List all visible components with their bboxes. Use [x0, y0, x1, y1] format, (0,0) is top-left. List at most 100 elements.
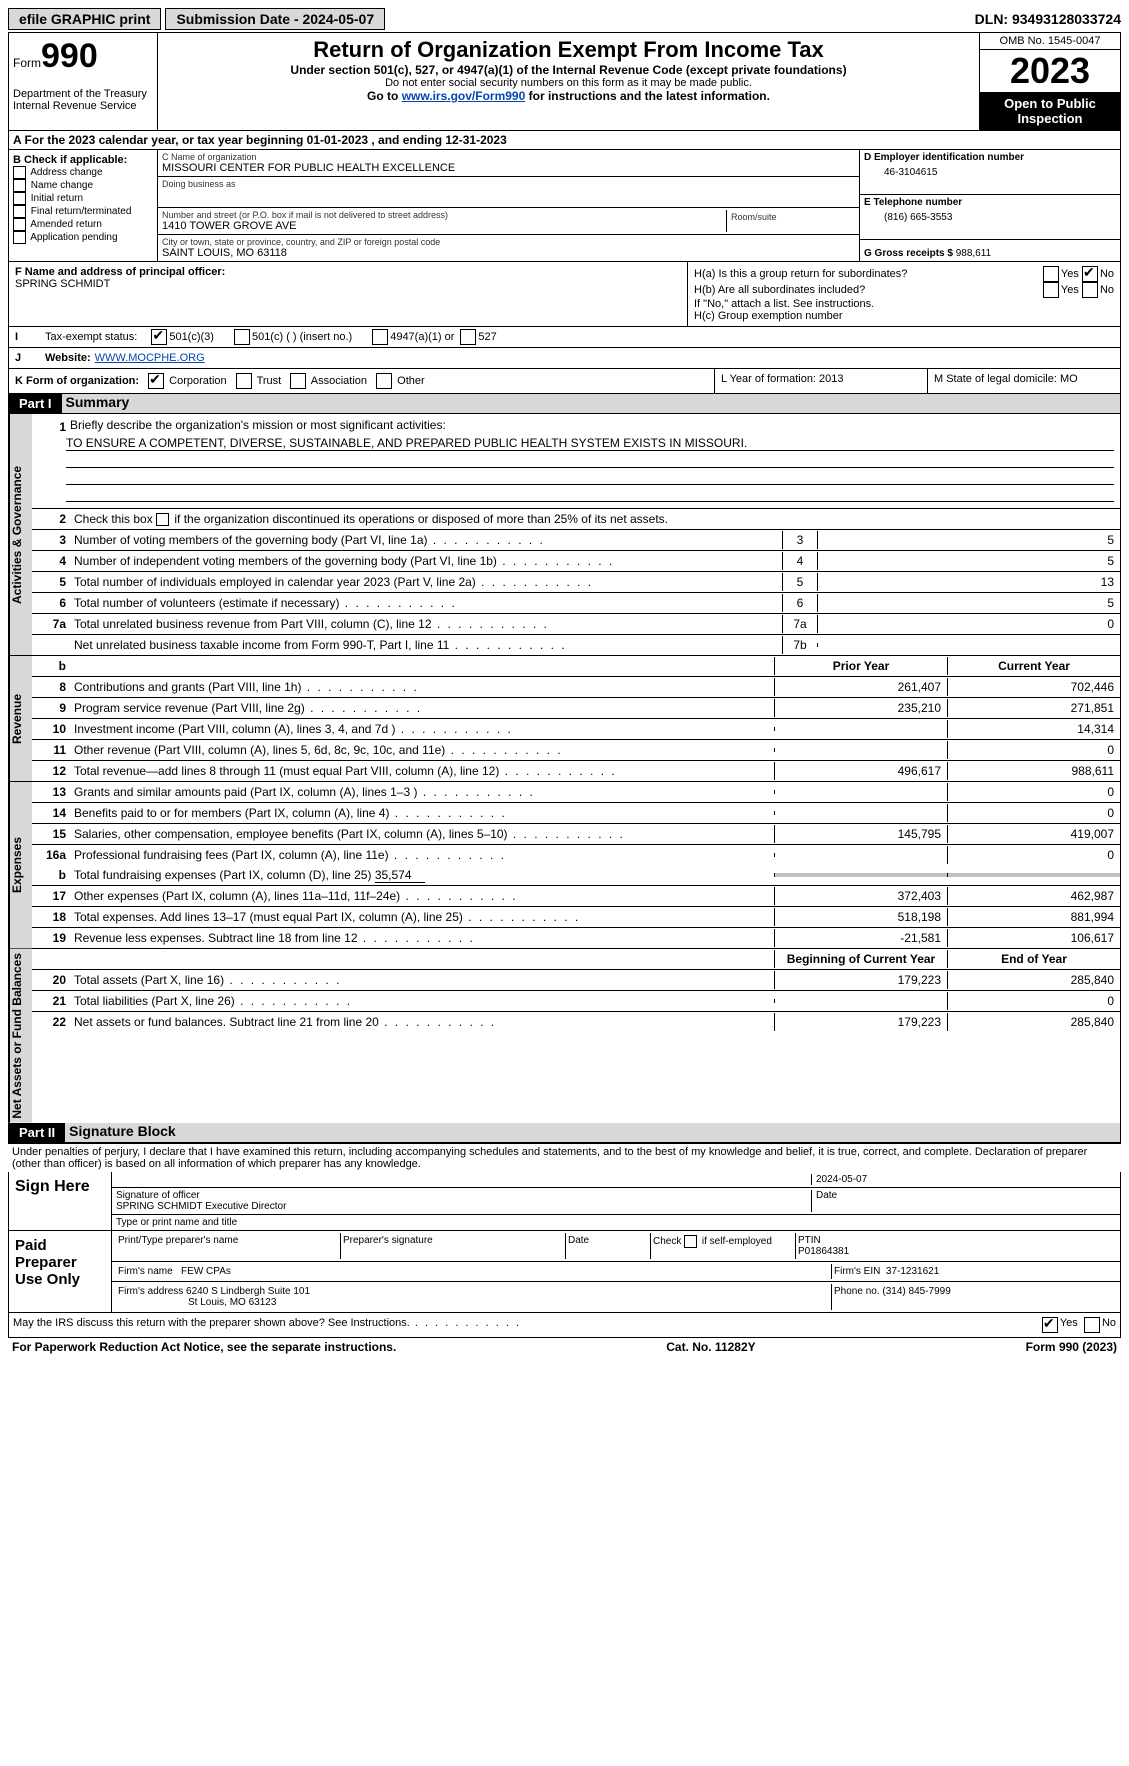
- efile-print-button[interactable]: efile GRAPHIC print: [8, 8, 161, 30]
- h-b-label: H(b) Are all subordinates included?: [694, 284, 1043, 296]
- cb-4947[interactable]: [372, 329, 388, 345]
- line-desc: Net assets or fund balances. Subtract li…: [70, 1013, 774, 1031]
- dept-label: Department of the Treasury Internal Reve…: [13, 88, 153, 112]
- firm-ein-label: Firm's EIN: [834, 1266, 880, 1277]
- row-K-lbl: K Form of organization:: [15, 375, 139, 387]
- line-num: 22: [32, 1013, 70, 1031]
- cb-hb-yes[interactable]: [1043, 282, 1059, 298]
- goto-line: Go to www.irs.gov/Form990 for instructio…: [162, 89, 975, 103]
- website-link[interactable]: WWW.MOCPHE.ORG: [95, 352, 205, 364]
- omb-number: OMB No. 1545-0047: [980, 33, 1120, 50]
- summary-line: 12Total revenue—add lines 8 through 11 (…: [32, 761, 1120, 781]
- officer-sig-name: SPRING SCHMIDT Executive Director: [116, 1201, 811, 1212]
- row-J: J Website: WWW.MOCPHE.ORG: [9, 348, 1120, 369]
- line-val: 0: [817, 615, 1120, 633]
- cb-amended-return[interactable]: [13, 218, 26, 231]
- cb-initial-return[interactable]: [13, 192, 26, 205]
- line-num: 20: [32, 971, 70, 989]
- line-val: 5: [817, 531, 1120, 549]
- line-current: 702,446: [947, 678, 1120, 696]
- lbl-discuss-no: No: [1102, 1317, 1116, 1333]
- goto-link[interactable]: www.irs.gov/Form990: [402, 89, 526, 103]
- line16b-curr: [947, 873, 1120, 877]
- lbl-trust: Trust: [257, 375, 282, 387]
- line16b-prior: [774, 873, 947, 877]
- section-expenses: Expenses 13Grants and similar amounts pa…: [9, 782, 1120, 949]
- city-value: SAINT LOUIS, MO 63118: [162, 247, 855, 259]
- lbl-assoc: Association: [311, 375, 367, 387]
- cb-application-pending[interactable]: [13, 231, 26, 244]
- firm-name-label: Firm's name: [118, 1266, 173, 1277]
- cb-corp[interactable]: [148, 373, 164, 389]
- footer: For Paperwork Reduction Act Notice, see …: [8, 1338, 1121, 1356]
- line-desc: Other expenses (Part IX, column (A), lin…: [70, 887, 774, 905]
- section-governance: Activities & Governance 1Briefly describ…: [9, 414, 1120, 656]
- cb-hb-no[interactable]: [1082, 282, 1098, 298]
- line-current: 271,851: [947, 699, 1120, 717]
- col-prior-year: Prior Year: [774, 657, 947, 675]
- col-begin-year: Beginning of Current Year: [774, 950, 947, 968]
- paid-preparer-label: Paid Preparer Use Only: [9, 1231, 112, 1312]
- part2-hdr: Part II: [9, 1123, 65, 1142]
- block-identity: B Check if applicable: Address change Na…: [9, 150, 1120, 262]
- form-990: Form990 Department of the Treasury Inter…: [8, 32, 1121, 1144]
- summary-line: 10Investment income (Part VIII, column (…: [32, 719, 1120, 740]
- cb-discuss-no[interactable]: [1084, 1317, 1100, 1333]
- vert-net-assets: Net Assets or Fund Balances: [9, 949, 32, 1123]
- line-num: 8: [32, 678, 70, 696]
- cb-ha-no[interactable]: [1082, 266, 1098, 282]
- firm-addr-label: Firm's address: [118, 1286, 183, 1297]
- lbl-501c: 501(c) ( ) (insert no.): [252, 331, 352, 343]
- cb-other[interactable]: [376, 373, 392, 389]
- line1-num: 1: [32, 418, 70, 436]
- cb-501c[interactable]: [234, 329, 250, 345]
- cb-assoc[interactable]: [290, 373, 306, 389]
- line-current: 14,314: [947, 720, 1120, 738]
- summary-line: 14Benefits paid to or for members (Part …: [32, 803, 1120, 824]
- line1-blank2: [66, 470, 1114, 485]
- cb-ha-yes[interactable]: [1043, 266, 1059, 282]
- prep-name-label: Print/Type preparer's name: [118, 1235, 338, 1246]
- line-num: 3: [32, 531, 70, 549]
- line-desc: Total unrelated business revenue from Pa…: [70, 615, 782, 633]
- part1-hdr: Part I: [9, 394, 62, 413]
- line-desc: Program service revenue (Part VIII, line…: [70, 699, 774, 717]
- footer-form: Form 990 (2023): [1026, 1340, 1117, 1354]
- vert-governance: Activities & Governance: [9, 414, 32, 655]
- summary-line: 17Other expenses (Part IX, column (A), l…: [32, 886, 1120, 907]
- summary-line: 22Net assets or fund balances. Subtract …: [32, 1012, 1120, 1032]
- cb-name-change[interactable]: [13, 179, 26, 192]
- line-prior: [774, 999, 947, 1003]
- line-current: 285,840: [947, 1013, 1120, 1031]
- cb-final-return[interactable]: [13, 205, 26, 218]
- row-J-lbl: J: [9, 350, 41, 366]
- cb-trust[interactable]: [236, 373, 252, 389]
- cb-line2[interactable]: [156, 513, 169, 526]
- cb-self-employed[interactable]: [684, 1235, 697, 1248]
- line-prior: 372,403: [774, 887, 947, 905]
- line-num: 10: [32, 720, 70, 738]
- line-prior: 235,210: [774, 699, 947, 717]
- prep-sig-label: Preparer's signature: [343, 1235, 563, 1246]
- line1-val: TO ENSURE A COMPETENT, DIVERSE, SUSTAINA…: [66, 436, 1114, 451]
- header-left: Form990 Department of the Treasury Inter…: [9, 33, 158, 130]
- line-box: 7a: [782, 615, 817, 633]
- line16b-desc: Total fundraising expenses (Part IX, col…: [74, 868, 371, 882]
- cb-501c3[interactable]: [151, 329, 167, 345]
- line16b-num: b: [32, 866, 70, 884]
- form-number: 990: [41, 37, 98, 75]
- line1-blank3: [66, 487, 1114, 502]
- header-right: OMB No. 1545-0047 2023 Open to Public In…: [979, 33, 1120, 130]
- line-current: 0: [947, 783, 1120, 801]
- summary-line: 15Salaries, other compensation, employee…: [32, 824, 1120, 845]
- cb-address-change[interactable]: [13, 166, 26, 179]
- cb-discuss-yes[interactable]: [1042, 1317, 1058, 1333]
- cb-527[interactable]: [460, 329, 476, 345]
- summary-line: 8Contributions and grants (Part VIII, li…: [32, 677, 1120, 698]
- line-prior: [774, 811, 947, 815]
- line-desc: Other revenue (Part VIII, column (A), li…: [70, 741, 774, 759]
- sig-officer-label: Signature of officer: [116, 1190, 811, 1201]
- lbl-initial-return: Initial return: [31, 193, 83, 204]
- signature-block: Sign Here 2024-05-07 Signature of office…: [8, 1172, 1121, 1338]
- summary-line: 3Number of voting members of the governi…: [32, 530, 1120, 551]
